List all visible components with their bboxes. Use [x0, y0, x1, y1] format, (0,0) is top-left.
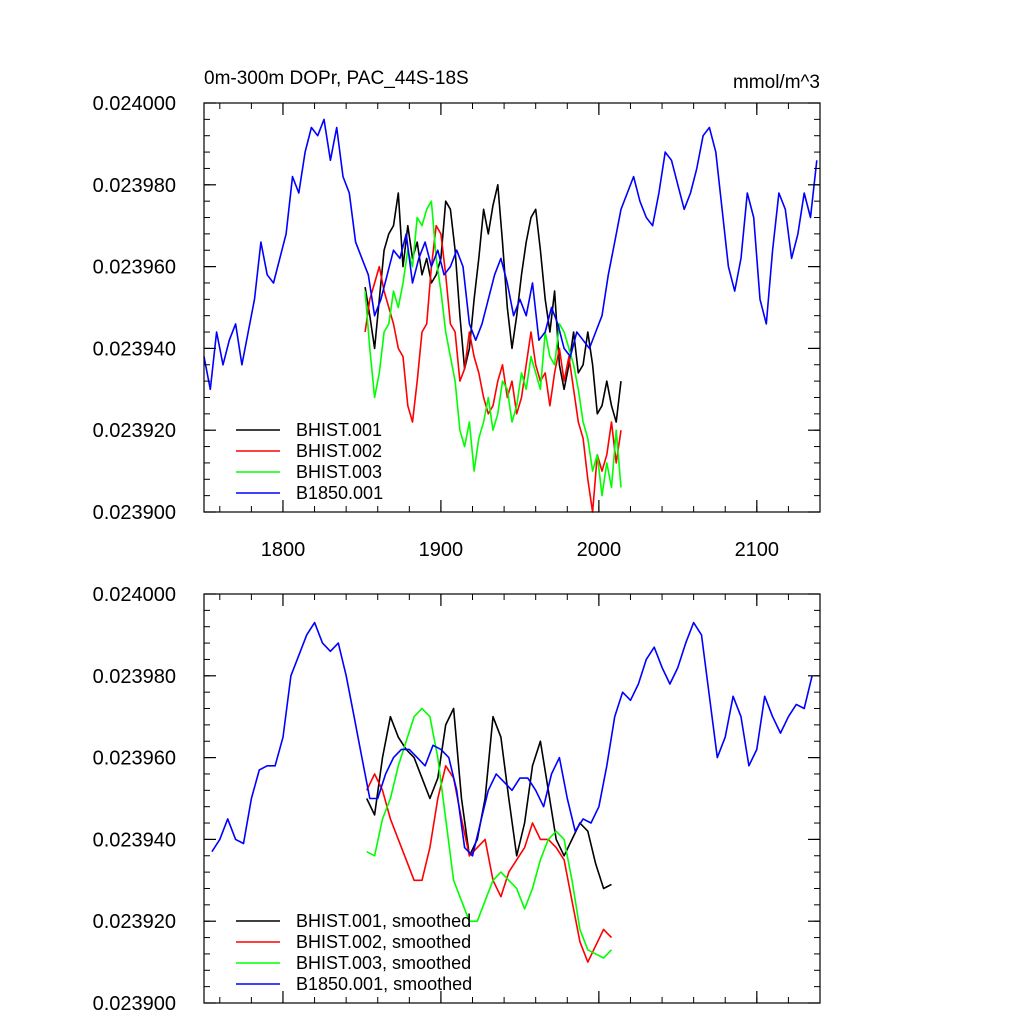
y-tick-label: 0.023980 [93, 175, 176, 197]
axis-layer: 0.023900 0.023920 0.023940 0.023960 0.023980… [93, 584, 821, 1015]
axis-layer: 0.023900 0.023920 0.023940 0.023960 0.023980… [93, 93, 821, 561]
legend-label: BHIST.001 [296, 420, 382, 440]
legend-label: BHIST.001, smoothed [296, 911, 471, 931]
x-tick-label: 1800 [261, 539, 306, 561]
top-panel: 0m-300m DOPr, PAC_44S-18S mmol/m^3 0.023… [93, 68, 821, 561]
y-tick-label: 0.023920 [93, 420, 176, 442]
y-tick-label: 0.023940 [93, 338, 176, 360]
x-tick-label: 1900 [419, 539, 464, 561]
y-tick-label: 0.023900 [93, 993, 176, 1015]
bottom-panel: 0.023900 0.023920 0.023940 0.023960 0.023980… [93, 584, 821, 1015]
legend-label: BHIST.002 [296, 441, 382, 461]
y-tick-label: 0.024000 [93, 584, 176, 606]
legend-label: B1850.001 [296, 483, 383, 503]
series-line-bhist-003-smoothed [366, 707, 613, 959]
series-line-bhist-002-smoothed [365, 764, 613, 963]
series-layer [211, 621, 813, 963]
series-line-bhist-002 [364, 224, 622, 513]
series-line-b1850-001 [203, 118, 818, 391]
series-line-bhist-001 [364, 184, 622, 423]
y-tick-label: 0.023940 [93, 829, 176, 851]
y-tick-label: 0.023980 [93, 666, 176, 688]
legend-label: BHIST.003 [296, 462, 382, 482]
legend-label: BHIST.002, smoothed [296, 932, 471, 952]
y-tick-label: 0.023960 [93, 257, 176, 279]
units-label: mmol/m^3 [733, 72, 820, 93]
series-line-bhist-001-smoothed [365, 707, 612, 890]
x-tick-label: 2100 [735, 539, 780, 561]
plot-frame [203, 102, 821, 513]
y-tick-label: 0.024000 [93, 93, 176, 115]
plot-frame [203, 593, 821, 1004]
legend-label: B1850.001, smoothed [296, 974, 472, 994]
chart-title: 0m-300m DOPr, PAC_44S-18S [204, 68, 469, 89]
y-tick-label: 0.023920 [93, 911, 176, 933]
series-layer [203, 118, 818, 513]
series-line-b1850-001-smoothed [211, 621, 813, 857]
y-tick-label: 0.023960 [93, 748, 176, 770]
legend-label: BHIST.003, smoothed [296, 953, 471, 973]
y-tick-label: 0.023900 [93, 502, 176, 524]
x-tick-label: 2000 [577, 539, 622, 561]
